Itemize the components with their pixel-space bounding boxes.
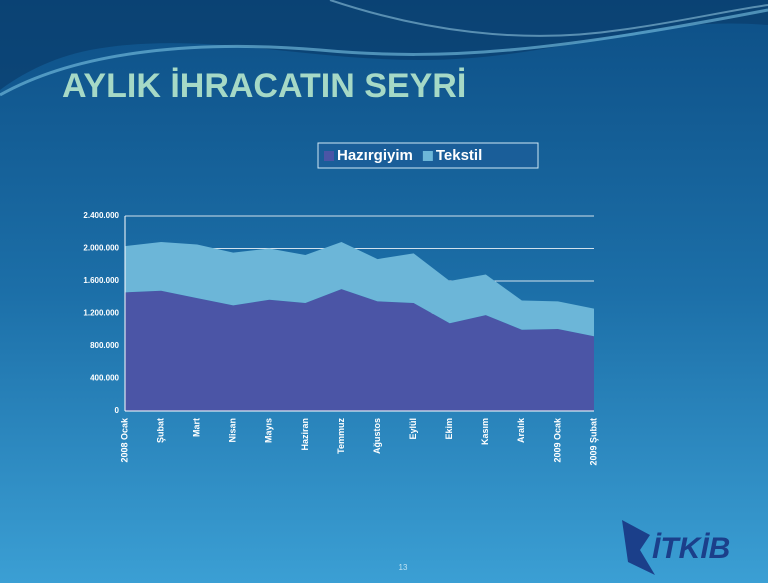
x-tick-label: 2008 Ocak <box>119 417 129 463</box>
x-tick-label: Şubat <box>155 418 165 443</box>
y-tick-label: 2.000.000 <box>83 244 119 253</box>
slide-title: AYLIK İHRACATIN SEYRİ <box>62 67 466 105</box>
x-tick-label: Eylül <box>408 418 418 440</box>
page-number: 13 <box>399 563 408 572</box>
x-tick-label: Kasım <box>480 418 490 445</box>
page: AYLIK İHRACATIN SEYRİ 0 400.000 800.000 1.2… <box>0 0 768 588</box>
x-tick-label: Nisan <box>228 418 238 443</box>
y-tick-label: 1.200.000 <box>83 309 119 318</box>
slide: AYLIK İHRACATIN SEYRİ 0 400.000 800.000 1.2… <box>0 0 768 583</box>
x-tick-label: Mart <box>192 418 202 437</box>
legend-label: Tekstil <box>436 147 482 164</box>
y-tick-label: 400.000 <box>90 374 119 383</box>
x-tick-label: Ekim <box>444 418 454 440</box>
x-tick-label: 2009 Ocak <box>552 417 562 463</box>
x-tick-label: Aralık <box>516 417 526 443</box>
y-tick-label: 2.400.000 <box>83 211 119 220</box>
x-tick-label: 2009 Şubat <box>588 418 598 466</box>
x-tick-label: Mayıs <box>264 418 274 443</box>
y-tick-label: 0 <box>115 406 120 415</box>
legend-swatch <box>423 151 433 161</box>
x-tick-label: Haziran <box>300 418 310 451</box>
x-tick-label: Ağustos <box>372 418 382 454</box>
logo: İTKİB <box>652 532 730 565</box>
legend-swatch <box>324 151 334 161</box>
legend-label: Hazırgiyim <box>337 147 413 164</box>
x-tick-label: Temmuz <box>336 418 346 454</box>
y-tick-label: 800.000 <box>90 341 119 350</box>
legend: Hazırgiyim Tekstil <box>318 143 538 168</box>
y-tick-label: 1.600.000 <box>83 276 119 285</box>
